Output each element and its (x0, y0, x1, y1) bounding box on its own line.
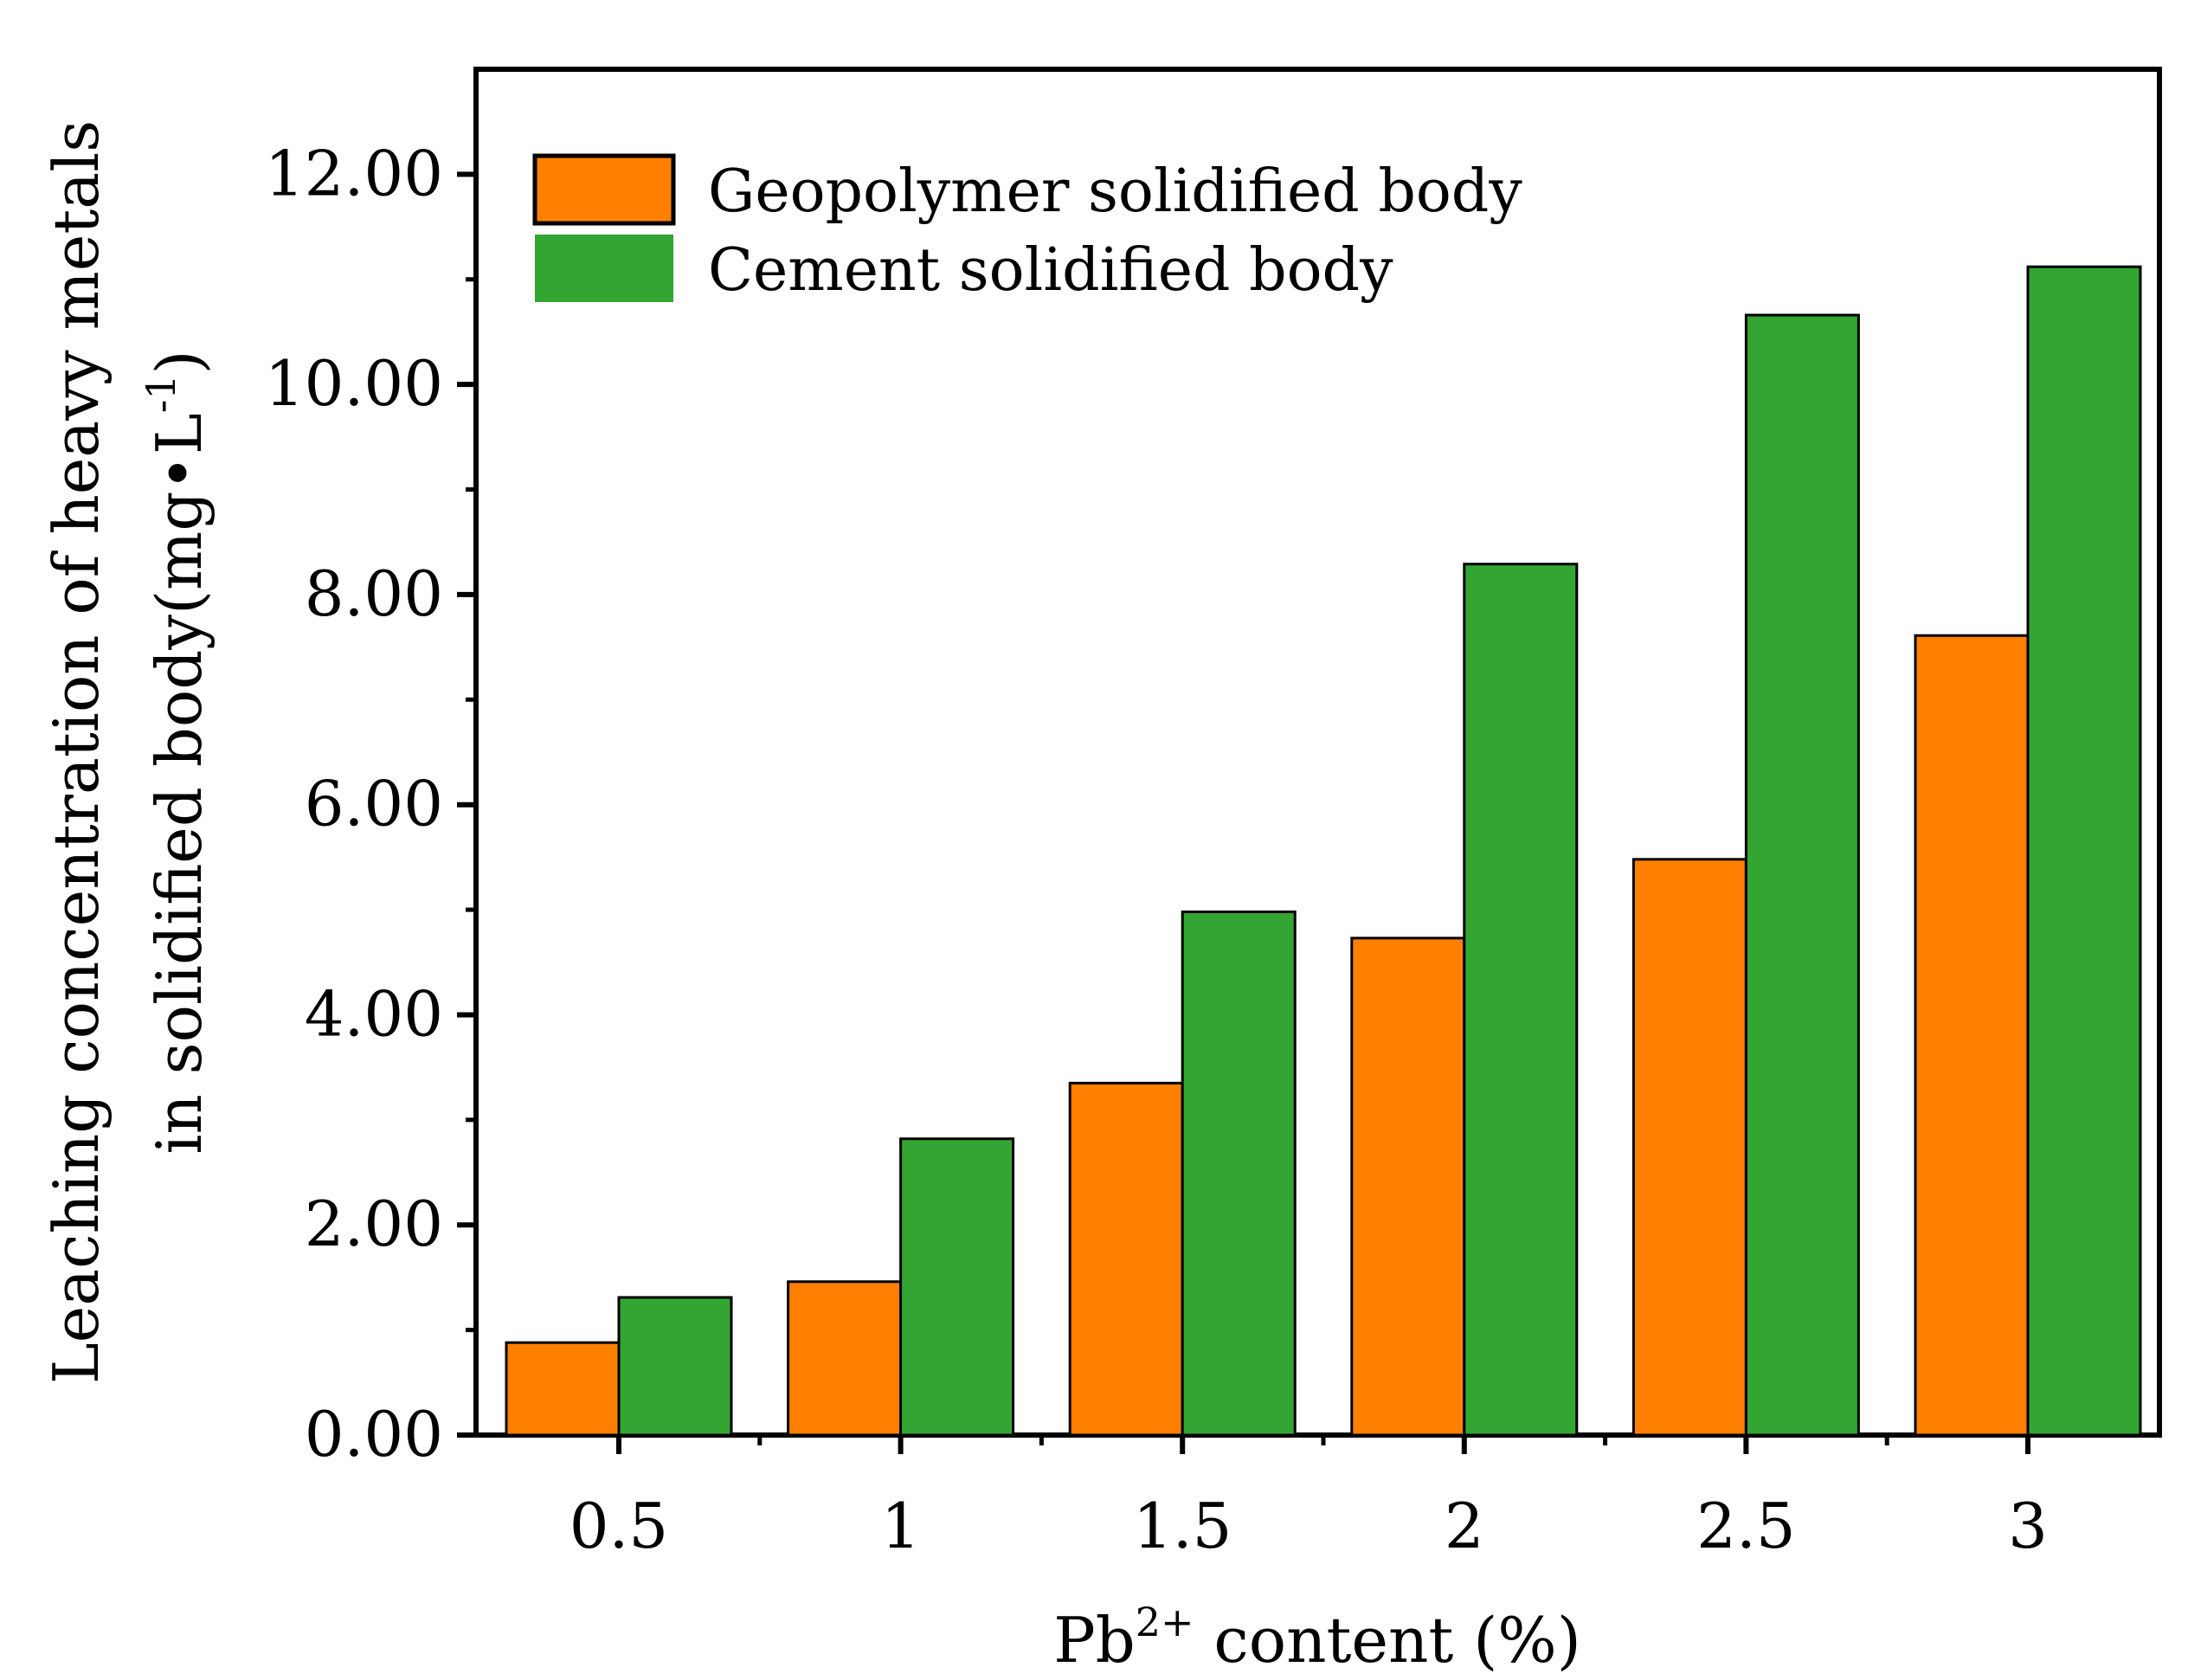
axis-ticks (457, 171, 2030, 1454)
x-tick-label: 3 (2008, 1490, 2048, 1562)
y-tick-label: 8.00 (305, 557, 443, 630)
bar-cement-1.5 (1181, 911, 1297, 1437)
plot-frame (473, 67, 2162, 1438)
bar-cement-2 (1463, 563, 1579, 1437)
y-axis-title-line1: Leaching concentration of heavy metals (40, 120, 113, 1384)
legend-swatch-cement (535, 235, 673, 302)
x-tick-label: 2 (1445, 1490, 1484, 1562)
bar-cement-1 (899, 1137, 1015, 1437)
bar-cement-3 (2026, 265, 2142, 1437)
bar-geopolymer-1.5 (1068, 1081, 1184, 1437)
x-axis-title-sup: 2+ (1136, 1599, 1194, 1645)
y-tick-label: 4.00 (305, 977, 443, 1050)
bar-cement-0.5 (617, 1296, 733, 1437)
y-tick-label: 0.00 (305, 1398, 443, 1471)
bar-geopolymer-3 (1914, 634, 2030, 1437)
x-axis-title-rest: content (%) (1194, 1604, 1581, 1677)
x-tick-label: 1 (881, 1490, 921, 1562)
y-axis-title-line2-end: ) (143, 350, 216, 374)
x-tick-label: 0.5 (570, 1490, 669, 1562)
legend: Geopolymer solidified body Cement solidi… (532, 153, 1522, 305)
y-tick-label: 2.00 (305, 1188, 443, 1260)
y-axis-title-line2: in solidified body(mg•L-1) (138, 350, 216, 1154)
y-axis-title-line2-main: in solidified body(mg•L (143, 413, 216, 1154)
y-axis-title-line2-sup: -1 (138, 374, 184, 413)
x-tick-label: 1.5 (1133, 1490, 1232, 1562)
legend-label-cement: Cement solidified body (708, 236, 1393, 305)
x-tick-label: 2.5 (1696, 1490, 1796, 1562)
tick-labels: 0.00 2.00 4.00 6.00 8.00 10.00 12.00 0.5 1 1.5 2 2.… (265, 137, 2048, 1562)
x-axis-title-main: Pb (1053, 1604, 1136, 1677)
x-axis-title: Pb2+ content (%) (1053, 1599, 1581, 1677)
legend-swatch-geopolymer (532, 153, 676, 226)
bar-geopolymer-0.5 (505, 1341, 621, 1437)
bar-geopolymer-2.5 (1631, 858, 1747, 1437)
bar-geopolymer-2 (1350, 937, 1466, 1437)
bar-geopolymer-1 (787, 1280, 903, 1437)
bars-group (505, 265, 2142, 1437)
bar-cement-2.5 (1744, 313, 1860, 1437)
y-tick-label: 12.00 (265, 137, 443, 209)
y-tick-label: 10.00 (265, 347, 443, 420)
legend-label-geopolymer: Geopolymer solidified body (708, 158, 1522, 226)
y-tick-label: 6.00 (305, 768, 443, 840)
